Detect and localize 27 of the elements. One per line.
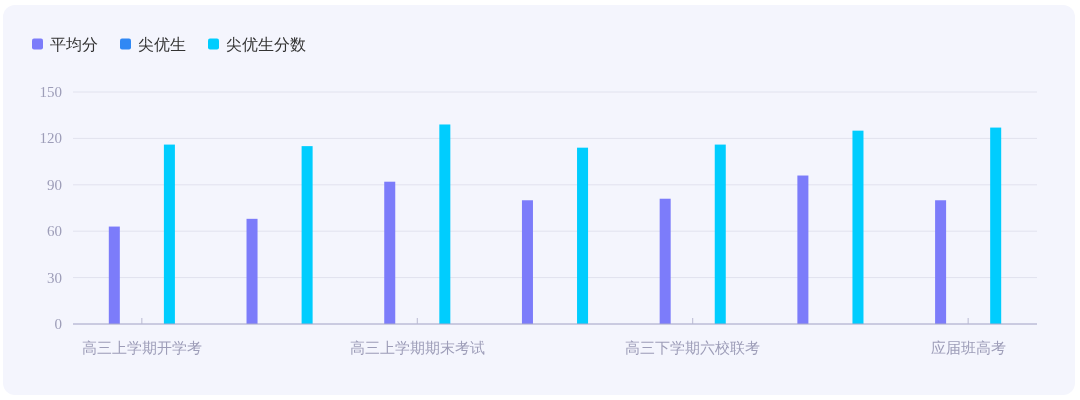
bar xyxy=(163,144,175,324)
bar xyxy=(577,147,589,324)
y-tick-label: 30 xyxy=(47,269,62,286)
bar xyxy=(852,130,864,324)
bar xyxy=(246,218,258,324)
x-tick-label: 高三下学期六校联考 xyxy=(625,340,761,356)
bar xyxy=(935,200,947,324)
bar xyxy=(108,226,120,324)
bar xyxy=(521,200,533,324)
y-tick-label: 150 xyxy=(39,84,62,100)
x-tick-label: 高三上学期期末考试 xyxy=(349,340,485,356)
bar xyxy=(384,181,396,324)
y-tick-label: 120 xyxy=(39,130,62,147)
y-tick-label: 90 xyxy=(47,176,62,193)
bar xyxy=(659,198,671,324)
bar xyxy=(439,124,451,324)
bar xyxy=(990,127,1002,324)
legend-label: 尖优生分数 xyxy=(226,35,306,53)
legend-label: 平均分 xyxy=(50,35,98,53)
bar xyxy=(797,175,809,324)
x-tick-label: 应届班高考 xyxy=(930,340,1006,356)
bar xyxy=(714,144,726,324)
legend-label: 尖优生 xyxy=(138,35,186,53)
y-tick-label: 60 xyxy=(47,223,62,240)
y-tick-label: 0 xyxy=(54,316,62,332)
x-tick-label: 高三上学期开学考 xyxy=(81,340,202,356)
bar xyxy=(301,146,313,324)
